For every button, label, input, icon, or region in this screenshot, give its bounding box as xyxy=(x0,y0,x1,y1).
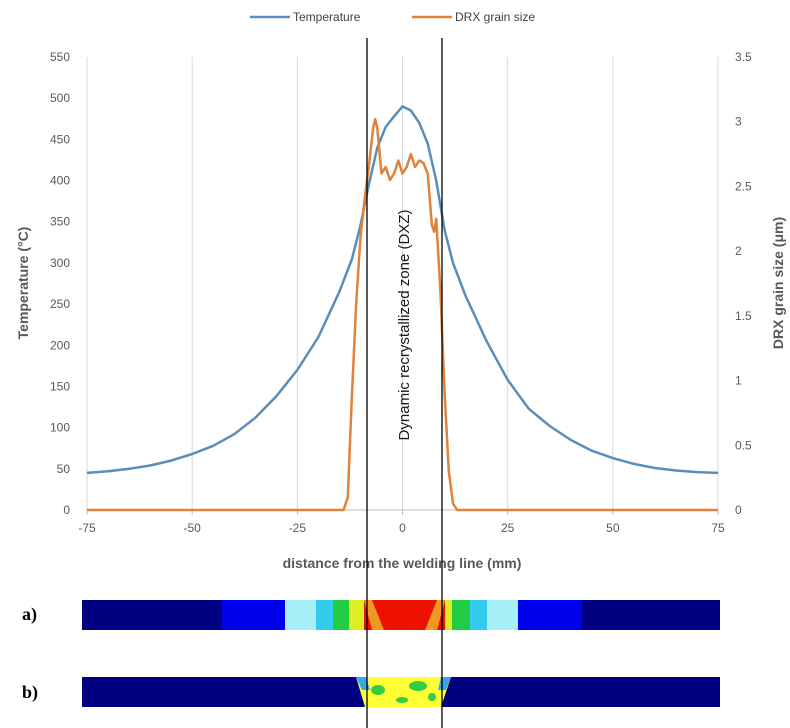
y-tick-label: 0 xyxy=(63,503,70,517)
panel-a-orange-right xyxy=(425,600,445,630)
x-tick-label: -50 xyxy=(183,521,201,535)
y2-tick-label: 2.5 xyxy=(735,179,752,193)
y-tick-label: 500 xyxy=(50,91,70,105)
series-line-temperature xyxy=(86,105,719,475)
y-tick-label: 100 xyxy=(50,421,70,435)
panel-a-segment-8 xyxy=(452,600,470,630)
y2-axis-title: DRX grain size (μm) xyxy=(770,217,786,349)
panel-a-segment-5 xyxy=(349,600,364,630)
x-axis-title: distance from the welding line (mm) xyxy=(283,555,522,571)
panel-a-segment-9 xyxy=(470,600,487,630)
panel-a-segment-10 xyxy=(487,600,518,630)
panel-a-label: a) xyxy=(22,604,37,625)
y2-tick-labels: 0 0.5 1 1.5 2 2.5 3 3.5 xyxy=(735,50,752,517)
panel-b-green-spot xyxy=(371,685,385,695)
x-tick-labels: -75 -50 -25 0 25 50 75 xyxy=(78,521,725,535)
panel-b-label: b) xyxy=(22,682,38,703)
y2-tick-label: 0.5 xyxy=(735,438,752,452)
panel-a-segment-2 xyxy=(285,600,316,630)
y2-tick-label: 3 xyxy=(735,115,742,129)
y-tick-label: 550 xyxy=(50,50,70,64)
y-axis-title: Temperature (°C) xyxy=(15,227,31,340)
y-tick-label: 150 xyxy=(50,379,70,393)
series-line-drx-grain-size xyxy=(87,117,718,512)
y2-tick-label: 1.5 xyxy=(735,309,752,323)
y2-tick-label: 3.5 xyxy=(735,50,752,64)
panel-a-segment-12 xyxy=(582,600,720,630)
panel-b-edge-right xyxy=(438,677,451,690)
legend: Temperature DRX grain size xyxy=(250,10,535,24)
x-tick-label: 50 xyxy=(606,521,620,535)
panel-a-segment-0 xyxy=(82,600,222,630)
plot-area: -75 -50 -25 0 25 50 75 05010015020025030035040… xyxy=(50,50,752,535)
panel-a-segment-4 xyxy=(333,600,349,630)
panel-b-nugget xyxy=(356,677,451,707)
panel-b-bar xyxy=(82,677,720,707)
panel-b-green-spot xyxy=(396,697,408,703)
panel-a-bar xyxy=(82,600,720,630)
y-tick-label: 200 xyxy=(50,338,70,352)
panel-a-segment-1 xyxy=(222,600,285,630)
panel-b-green-spot xyxy=(428,693,436,701)
y2-tick-label: 2 xyxy=(735,244,742,258)
x-tick-label: 0 xyxy=(399,521,406,535)
y-tick-label: 350 xyxy=(50,215,70,229)
legend-label-temperature: Temperature xyxy=(293,10,361,24)
y-tick-label: 300 xyxy=(50,256,70,270)
x-tick-label: 25 xyxy=(501,521,515,535)
x-tick-label: -25 xyxy=(289,521,307,535)
dxz-annotation: Dynamic recrystallized zone (DXZ) xyxy=(396,210,413,441)
gridlines xyxy=(86,57,719,515)
y2-tick-label: 0 xyxy=(735,503,742,517)
panel-a-orange-left xyxy=(364,600,384,630)
y-tick-label: 50 xyxy=(57,462,71,476)
panel-b-green-spot xyxy=(409,681,427,691)
y-tick-label: 450 xyxy=(50,132,70,146)
y-tick-labels: 0 50 100 150 200 250 300 350 400 450 500 550 xyxy=(50,50,70,517)
y-tick-label: 250 xyxy=(50,297,70,311)
x-tick-label: 75 xyxy=(711,521,725,535)
y2-tick-label: 1 xyxy=(735,374,742,388)
panel-a-segment-11 xyxy=(518,600,582,630)
panel-a-segment-3 xyxy=(316,600,333,630)
legend-label-drx: DRX grain size xyxy=(455,10,535,24)
y-tick-label: 400 xyxy=(50,174,70,188)
panel-a-segment-7 xyxy=(445,600,452,630)
x-tick-label: -75 xyxy=(78,521,96,535)
